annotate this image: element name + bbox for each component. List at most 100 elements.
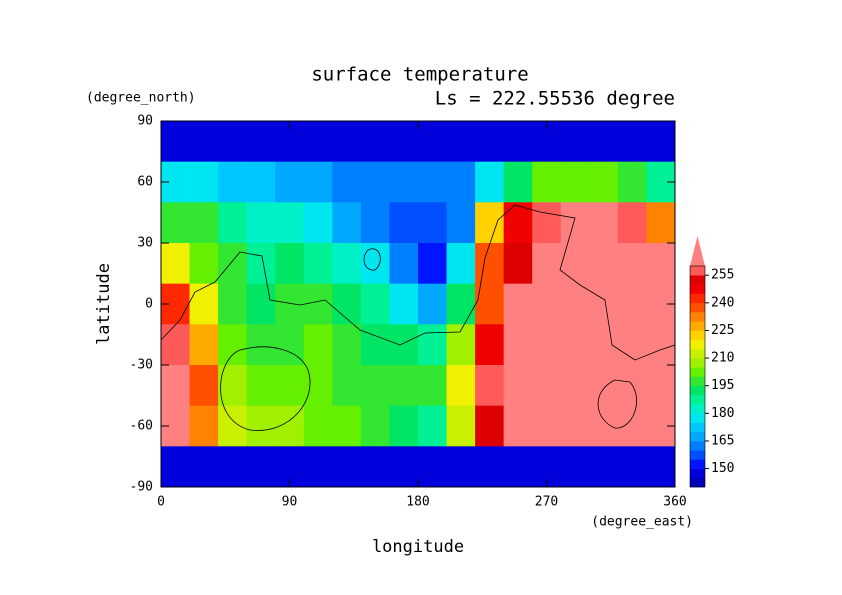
- contour-cell: [446, 446, 476, 488]
- colorbar-swatch: [690, 321, 705, 331]
- contour-cell: [332, 243, 362, 285]
- contour-cell: [189, 202, 219, 244]
- contour-cell: [189, 405, 219, 447]
- contour-cell: [218, 446, 248, 488]
- contour-cell: [617, 324, 647, 366]
- contour-cell: [246, 243, 276, 285]
- contour-cell: [532, 283, 562, 325]
- contour-cell: [532, 161, 562, 203]
- contour-cell: [560, 243, 590, 285]
- contour-cell: [389, 283, 419, 325]
- contour-cell: [332, 324, 362, 366]
- contour-cell: [332, 121, 362, 163]
- contour-cell: [360, 161, 390, 203]
- contour-cell: [503, 283, 533, 325]
- contour-cell: [617, 161, 647, 203]
- contour-cell: [589, 324, 619, 366]
- contour-cell: [332, 405, 362, 447]
- contour-cell: [475, 161, 505, 203]
- y-tick-label: 60: [137, 175, 153, 190]
- contour-cell: [617, 121, 647, 163]
- y-tick-label: -30: [130, 358, 153, 373]
- colorbar-swatch: [690, 330, 705, 340]
- contour-cell: [360, 283, 390, 325]
- contour-cell: [617, 243, 647, 285]
- contour-cell: [360, 365, 390, 407]
- colorbar-extension: [690, 236, 705, 266]
- contour-cell: [246, 202, 276, 244]
- contour-cell: [646, 121, 676, 163]
- contour-cell: [332, 161, 362, 203]
- x-axis-label: longitude: [372, 537, 464, 557]
- contour-cell: [475, 243, 505, 285]
- contour-cell: [275, 243, 305, 285]
- colorbar-swatch: [690, 275, 705, 285]
- contour-cell: [589, 121, 619, 163]
- contour-cell: [246, 161, 276, 203]
- contour-cell: [161, 446, 190, 488]
- colorbar-swatch: [690, 348, 705, 359]
- contour-cell: [218, 405, 248, 447]
- contour-cell: [475, 446, 505, 488]
- contour-cell: [503, 202, 533, 244]
- contour-cell: [475, 202, 505, 244]
- y-tick-label: -90: [130, 480, 153, 495]
- contour-cell: [218, 324, 248, 366]
- contour-cell: [589, 202, 619, 244]
- colorbar-tick-label: 150: [711, 461, 734, 476]
- contour-cell: [303, 121, 333, 163]
- contour-cell: [560, 446, 590, 488]
- colorbar-swatch: [690, 339, 705, 350]
- colorbar-swatch: [690, 284, 705, 294]
- y-axis-label: latitude: [94, 263, 114, 345]
- colorbar-tick-label: 255: [711, 268, 734, 283]
- contour-cell: [246, 121, 276, 163]
- contour-cell: [389, 243, 419, 285]
- contour-cell: [161, 243, 190, 285]
- x-tick-label: 270: [535, 495, 558, 510]
- x-tick-label: 360: [663, 495, 686, 510]
- contour-cell: [189, 365, 219, 407]
- contour-cell: [646, 243, 676, 285]
- contour-cell: [332, 283, 362, 325]
- contour-cell: [360, 121, 390, 163]
- contour-cell: [560, 405, 590, 447]
- colorbar-swatch: [690, 302, 705, 313]
- contour-cell: [389, 446, 419, 488]
- colorbar-swatch: [690, 450, 705, 460]
- contour-cell: [332, 446, 362, 488]
- contour-cell: [560, 202, 590, 244]
- colorbar-tick-label: 165: [711, 433, 734, 448]
- contour-cell: [475, 365, 505, 407]
- contour-cell: [418, 161, 447, 203]
- y-unit: (degree_north): [86, 91, 196, 106]
- colorbar-swatch: [690, 413, 705, 423]
- contour-cell: [446, 365, 476, 407]
- colorbar-swatch: [690, 293, 705, 304]
- contour-cell: [389, 324, 419, 366]
- contour-cell: [275, 324, 305, 366]
- colorbar-frame: [689, 265, 706, 488]
- contour-cell: [332, 365, 362, 407]
- contour-cell: [560, 121, 590, 163]
- contour-cell: [303, 446, 333, 488]
- contour-cell: [446, 405, 476, 447]
- contour-cell: [303, 283, 333, 325]
- contour-cell: [246, 446, 276, 488]
- x-tick-label: 0: [157, 495, 165, 510]
- contour-cell: [418, 283, 447, 325]
- contour-cell: [446, 161, 476, 203]
- contour-cell: [275, 365, 305, 407]
- contour-cell: [360, 202, 390, 244]
- contour-cell: [475, 405, 505, 447]
- contour-cell: [589, 405, 619, 447]
- contour-cell: [589, 161, 619, 203]
- contour-cell: [532, 243, 562, 285]
- y-tick-label: 30: [137, 236, 153, 251]
- colorbar-swatch: [690, 385, 705, 396]
- contour-cell: [218, 202, 248, 244]
- contour-cell: [218, 283, 248, 325]
- contour-cell: [589, 283, 619, 325]
- contour-cell: [360, 405, 390, 447]
